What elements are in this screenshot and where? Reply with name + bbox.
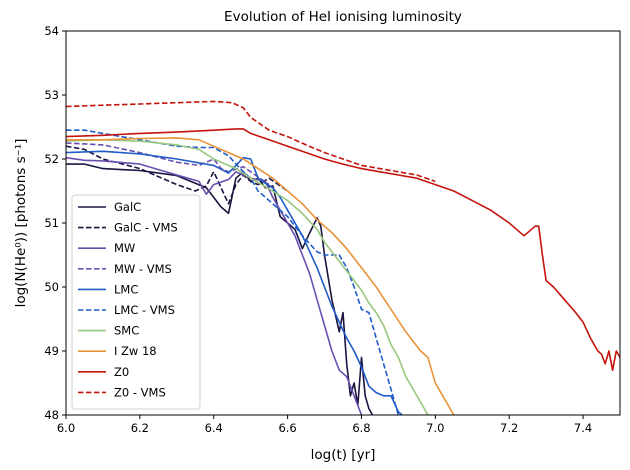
legend-label-galc: GalC <box>114 200 141 214</box>
x-axis-label: log(t) [yr] <box>311 447 376 463</box>
x-tick-label: 6.2 <box>131 421 149 435</box>
legend-label-mw: MW <box>114 241 135 255</box>
legend-label-galc-vms: GalC - VMS <box>114 221 178 235</box>
series-line-lmc-vms <box>66 129 400 415</box>
legend-label-lmc: LMC <box>114 282 138 296</box>
x-tick-label: 7.0 <box>426 421 444 435</box>
series-line-lmc <box>66 150 403 415</box>
series-line-z0-vms <box>66 100 436 183</box>
y-tick-label: 52 <box>44 152 59 166</box>
y-axis-label: log(N(He⁰)) [photons s⁻¹] <box>13 139 29 308</box>
x-tick-label: 6.6 <box>278 421 296 435</box>
series-line-smc <box>66 139 429 415</box>
legend-label-smc: SMC <box>114 324 139 338</box>
series-line-mw-vms <box>66 142 270 186</box>
series-line-i-zw-18 <box>66 137 455 415</box>
x-tick-label: 6.8 <box>352 421 370 435</box>
y-tick-label: 49 <box>44 344 59 358</box>
series-line-galc <box>66 163 374 415</box>
legend-label-i-zw-18: I Zw 18 <box>114 344 157 358</box>
y-tick-label: 53 <box>44 88 59 102</box>
series-line-z0 <box>66 128 620 371</box>
series-line-mw <box>66 156 363 415</box>
chart-title: Evolution of HeI ionising luminosity <box>224 9 462 25</box>
x-tick-label: 7.4 <box>574 421 592 435</box>
legend-label-z0: Z0 <box>114 365 129 379</box>
y-tick-label: 54 <box>44 24 59 38</box>
legend-label-z0-vms: Z0 - VMS <box>114 385 166 399</box>
x-tick-label: 6.4 <box>205 421 223 435</box>
x-tick-label: 6.0 <box>57 421 75 435</box>
y-tick-label: 50 <box>44 280 59 294</box>
y-tick-label: 48 <box>44 408 59 422</box>
x-tick-label: 7.2 <box>500 421 518 435</box>
legend-label-mw-vms: MW - VMS <box>114 262 172 276</box>
legend: GalC GalC - VMS MW MW - VMS LMC LMC - VMS SMC I… <box>71 194 201 410</box>
legend-label-lmc-vms: LMC - VMS <box>114 303 175 317</box>
series-line-galc-vms <box>66 145 289 205</box>
y-tick-label: 51 <box>44 216 59 230</box>
